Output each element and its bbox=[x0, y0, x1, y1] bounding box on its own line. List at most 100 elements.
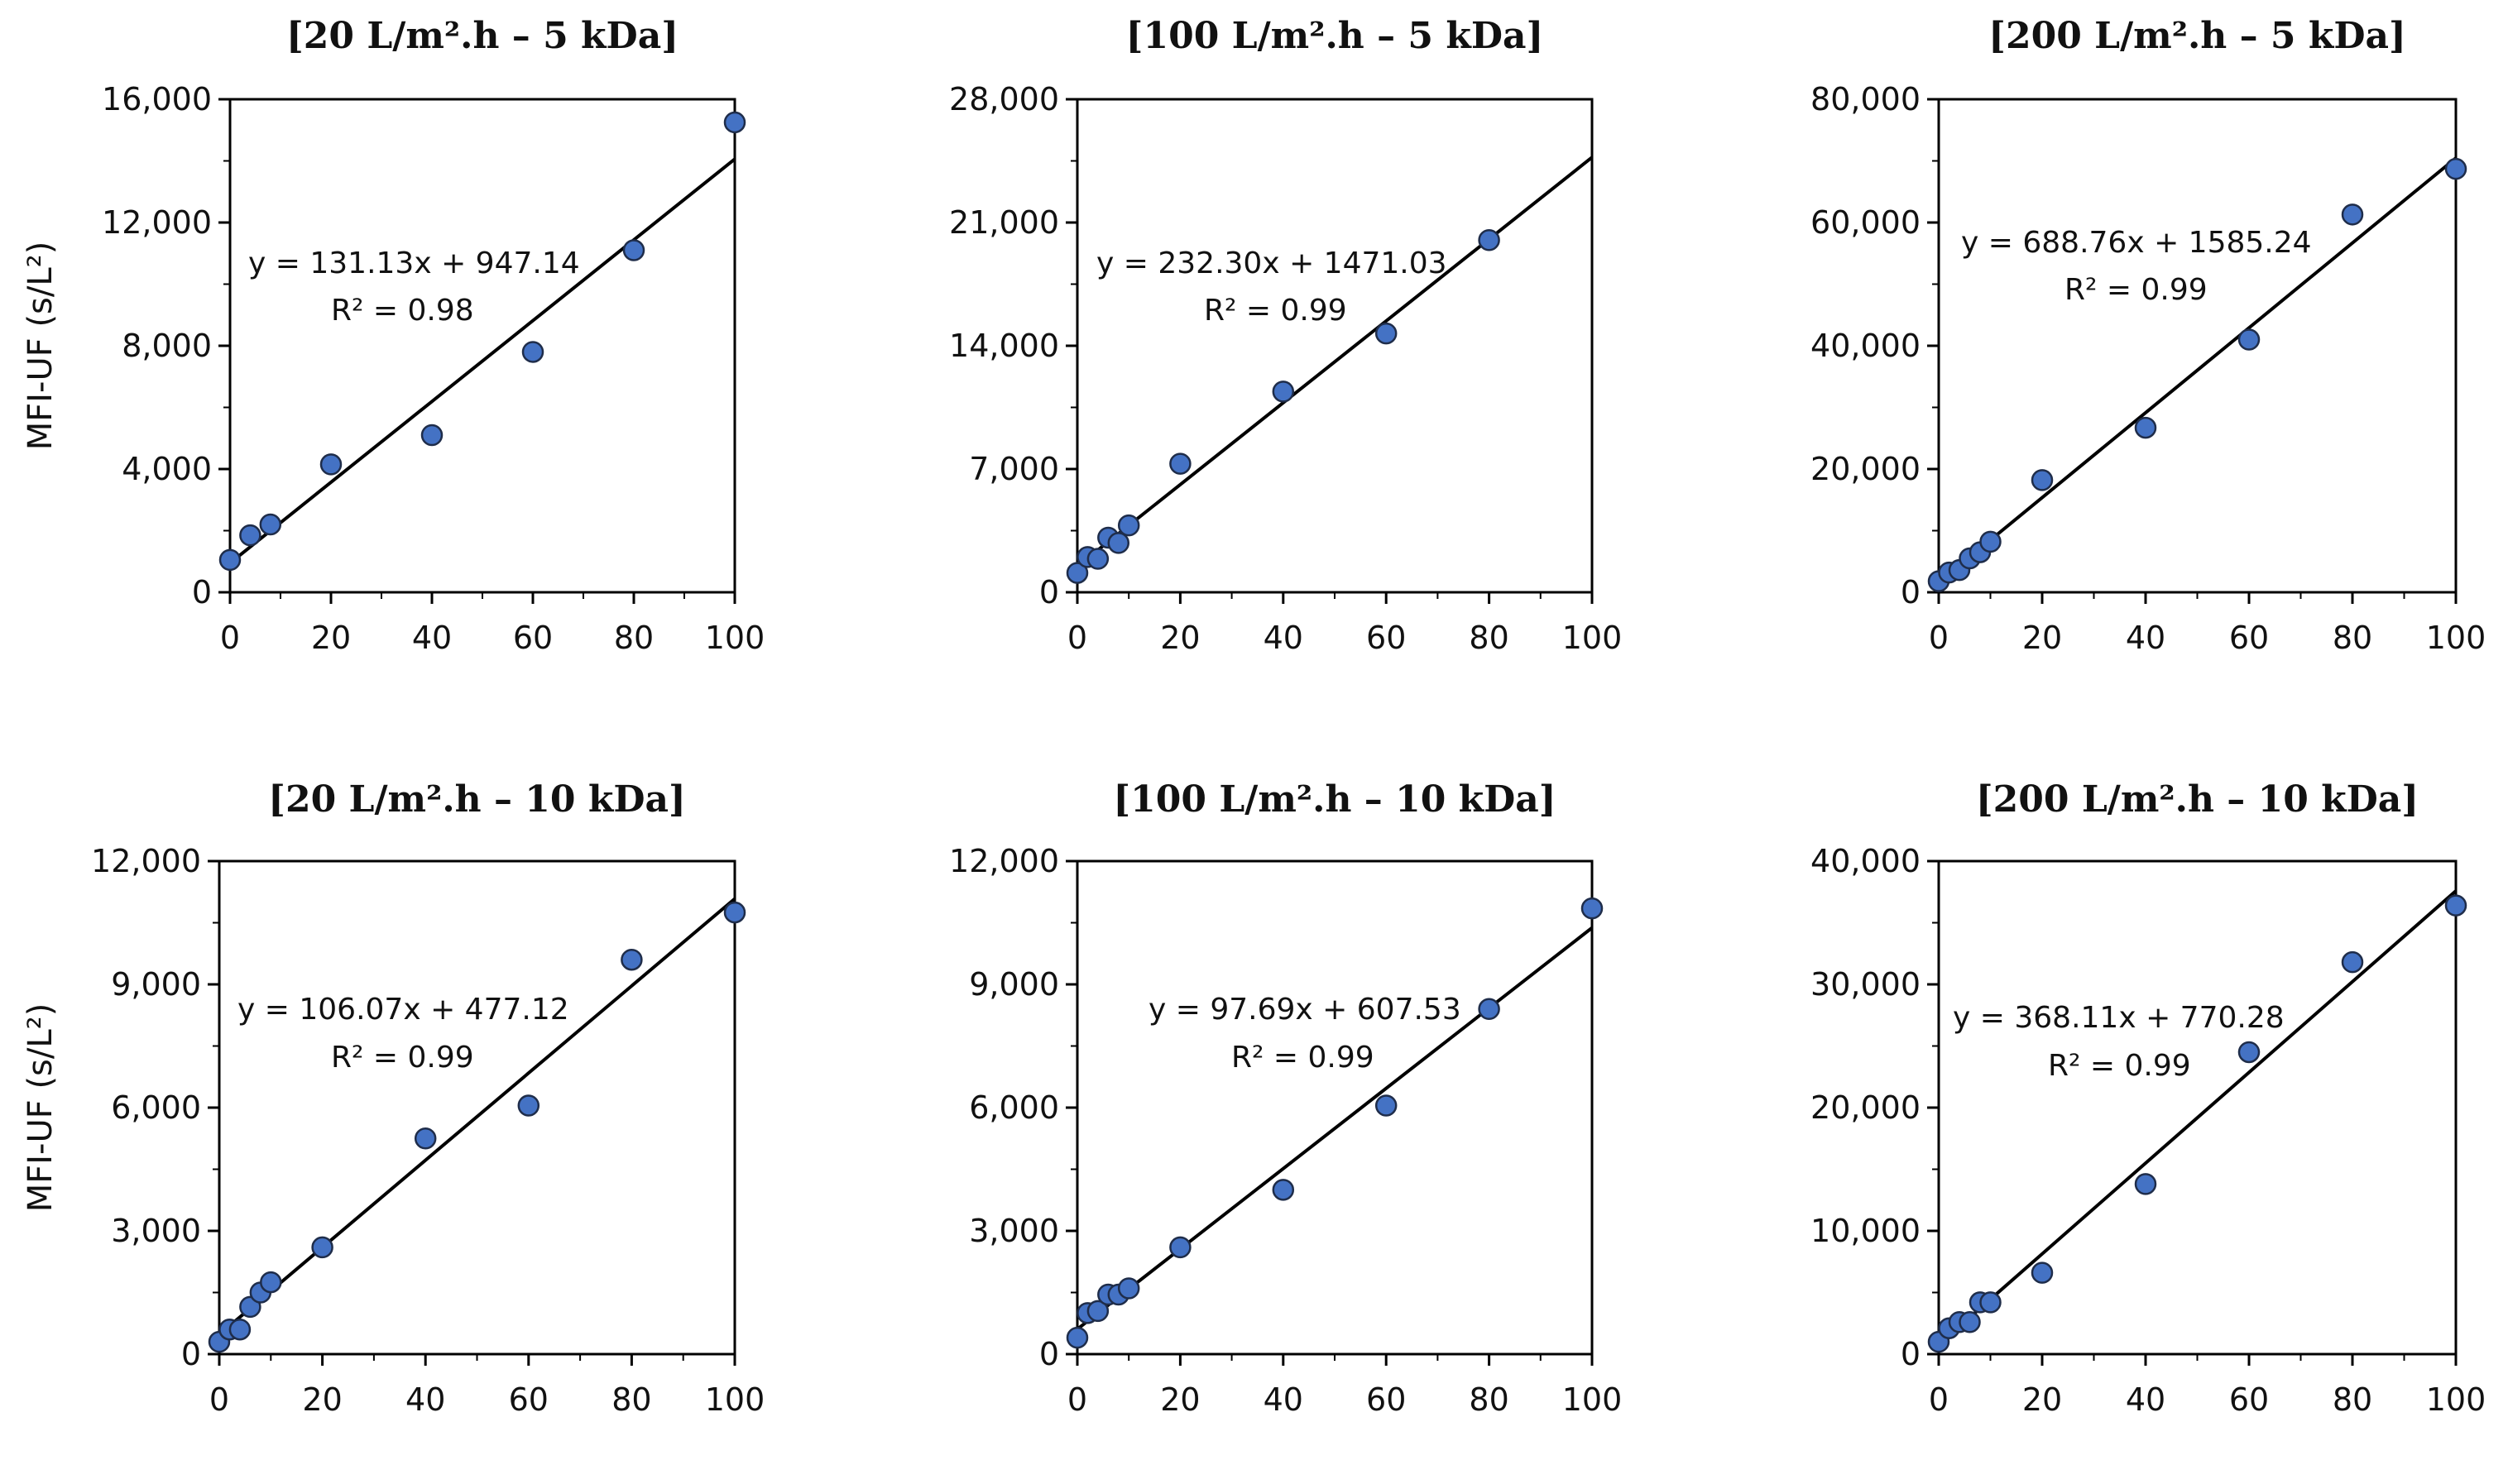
y-tick-label: 14,000 bbox=[949, 328, 1059, 364]
x-tick-label: 100 bbox=[1562, 1381, 1623, 1418]
trend-equation: y = 131.13x + 947.14 bbox=[248, 247, 580, 280]
y-tick-label: 20,000 bbox=[1810, 1089, 1921, 1126]
data-point bbox=[2134, 416, 2157, 439]
y-tick-label: 12,000 bbox=[949, 843, 1059, 879]
data-point bbox=[2031, 1261, 2054, 1284]
y-tick-label: 6,000 bbox=[111, 1089, 201, 1126]
x-tick-label: 60 bbox=[2229, 620, 2269, 656]
y-tick-label: 9,000 bbox=[969, 966, 1059, 1003]
x-tick-label: 20 bbox=[311, 620, 351, 656]
y-tick-label: 6,000 bbox=[969, 1089, 1059, 1126]
y-tick-label: 80,000 bbox=[1810, 81, 1921, 117]
x-tick-label: 20 bbox=[1160, 620, 1200, 656]
data-point bbox=[1169, 1236, 1192, 1259]
data-point bbox=[723, 901, 746, 924]
data-point bbox=[2444, 894, 2467, 917]
x-tick-label: 0 bbox=[1067, 620, 1087, 656]
y-tick-label: 0 bbox=[181, 1336, 201, 1372]
x-tick-label: 0 bbox=[220, 620, 240, 656]
chart-panel-6: [200 L/m².h – 10 kDa] 0 10,000 20,000 30,000… bbox=[1810, 778, 2486, 1418]
x-tick-label: 40 bbox=[412, 620, 452, 656]
chart-panel-1: [20 L/m².h – 5 kDa] 0 4,000 8,000 12,000 16,0… bbox=[22, 15, 765, 656]
x-tick-label: 0 bbox=[1929, 1381, 1949, 1418]
y-tick-label: 0 bbox=[192, 574, 212, 610]
x-tick-label: 20 bbox=[2022, 1381, 2062, 1418]
x-tick-label: 100 bbox=[1562, 620, 1623, 656]
x-tick-label: 20 bbox=[1160, 1381, 1200, 1418]
y-tick-label: 20,000 bbox=[1810, 451, 1921, 487]
y-tick-label: 28,000 bbox=[949, 81, 1059, 117]
data-point bbox=[1979, 530, 2002, 553]
data-point bbox=[1959, 1311, 1981, 1333]
r-squared-label: R² = 0.99 bbox=[1204, 294, 1347, 328]
data-point bbox=[2444, 157, 2467, 180]
data-point bbox=[1117, 1277, 1140, 1300]
x-tick-label: 60 bbox=[513, 620, 553, 656]
trend-equation: y = 232.30x + 1471.03 bbox=[1096, 247, 1447, 280]
trend-equation: y = 106.07x + 477.12 bbox=[237, 993, 569, 1027]
x-tick-label: 100 bbox=[2426, 620, 2486, 656]
plot-frame bbox=[228, 98, 736, 594]
data-point bbox=[1580, 897, 1604, 920]
y-axis-label: MFI-UF (s/L²) bbox=[22, 1003, 60, 1213]
data-point bbox=[260, 1271, 282, 1294]
r-squared-label: R² = 0.99 bbox=[2048, 1049, 2191, 1083]
data-point bbox=[1086, 1300, 1110, 1323]
y-tick-label: 0 bbox=[1901, 574, 1921, 610]
trend-equation: y = 688.76x + 1585.24 bbox=[1961, 226, 2312, 260]
chart-title: [20 L/m².h – 5 kDa] bbox=[286, 15, 679, 57]
trendline bbox=[1076, 926, 1594, 1331]
trendline bbox=[1076, 156, 1594, 568]
x-tick-label: 20 bbox=[302, 1381, 342, 1418]
y-axis-label: MFI-UF (s/L²) bbox=[22, 242, 60, 451]
trend-equation: y = 368.11x + 770.28 bbox=[1953, 1001, 2285, 1035]
data-point bbox=[414, 1127, 437, 1150]
data-point bbox=[239, 524, 261, 547]
trendline bbox=[218, 897, 736, 1336]
chart-panel-2: [100 L/m².h – 5 kDa] 0 7,000 14,000 21,000 28… bbox=[949, 15, 1622, 656]
plot-frame bbox=[218, 859, 736, 1356]
trendline bbox=[1937, 156, 2458, 584]
data-point bbox=[1374, 322, 1398, 345]
data-point bbox=[1979, 1291, 2002, 1314]
data-point bbox=[2031, 469, 2054, 491]
data-point bbox=[1478, 998, 1500, 1021]
data-point bbox=[517, 1094, 540, 1117]
x-tick-label: 80 bbox=[614, 620, 654, 656]
data-point bbox=[420, 424, 444, 447]
trendline bbox=[228, 157, 736, 565]
chart-title: [200 L/m².h – 5 kDa] bbox=[1988, 15, 2406, 57]
chart-title: [100 L/m².h – 10 kDa] bbox=[1113, 778, 1556, 821]
plot-frame bbox=[1937, 859, 2458, 1356]
data-point bbox=[1066, 562, 1089, 584]
y-tick-label: 40,000 bbox=[1810, 328, 1921, 364]
y-tick-label: 60,000 bbox=[1810, 204, 1921, 241]
chart-title: [100 L/m².h – 5 kDa] bbox=[1126, 15, 1544, 57]
x-tick-label: 80 bbox=[2333, 620, 2372, 656]
data-point bbox=[2237, 1041, 2261, 1064]
r-squared-label: R² = 0.99 bbox=[331, 1041, 474, 1075]
data-point bbox=[521, 341, 544, 363]
trend-equation: y = 97.69x + 607.53 bbox=[1149, 993, 1461, 1027]
data-point bbox=[1169, 452, 1192, 475]
y-tick-label: 9,000 bbox=[111, 966, 201, 1003]
data-point bbox=[2134, 1173, 2157, 1195]
y-tick-label: 16,000 bbox=[102, 81, 212, 117]
data-point bbox=[2237, 328, 2261, 351]
data-point bbox=[259, 513, 282, 536]
y-tick-label: 7,000 bbox=[969, 451, 1059, 487]
r-squared-label: R² = 0.98 bbox=[331, 294, 474, 328]
y-tick-label: 12,000 bbox=[91, 843, 201, 879]
x-tick-label: 80 bbox=[1469, 1381, 1508, 1418]
y-tick-label: 3,000 bbox=[969, 1213, 1059, 1249]
x-tick-label: 80 bbox=[611, 1381, 651, 1418]
chart-title: [200 L/m².h – 10 kDa] bbox=[1976, 778, 2419, 821]
y-tick-label: 21,000 bbox=[949, 204, 1059, 241]
data-point bbox=[2341, 950, 2364, 974]
y-tick-label: 0 bbox=[1039, 1336, 1059, 1372]
data-point bbox=[2341, 203, 2364, 226]
data-point bbox=[1478, 229, 1500, 251]
data-point bbox=[1272, 381, 1295, 403]
data-point bbox=[622, 239, 645, 261]
